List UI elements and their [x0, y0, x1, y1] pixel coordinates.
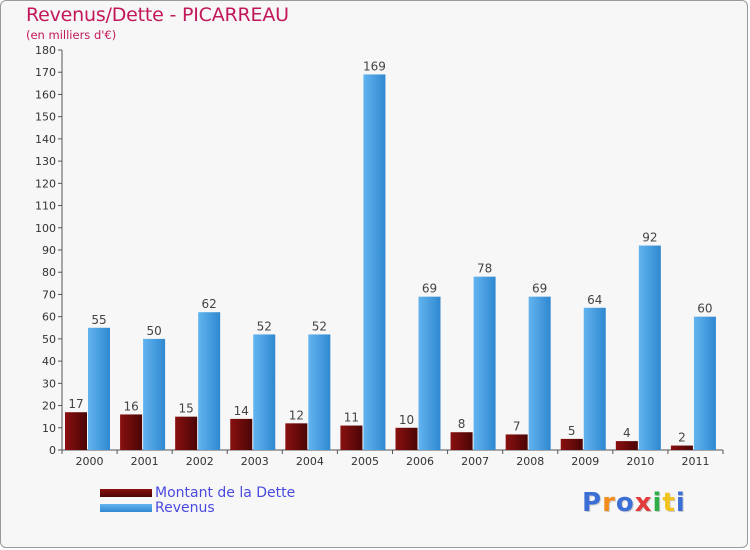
debt-data-label: 15	[179, 402, 194, 416]
debt-bar	[120, 414, 143, 450]
revenue-data-label: 52	[312, 319, 327, 333]
x-tick-label: 2006	[406, 455, 434, 468]
debt-data-label: 5	[568, 424, 576, 438]
y-tick-label: 120	[35, 177, 56, 190]
chart-subtitle: (en milliers d'€)	[26, 28, 117, 42]
debt-data-label: 11	[344, 411, 359, 425]
y-tick-label: 70	[42, 288, 56, 301]
legend-swatch-revenue	[100, 504, 152, 512]
debt-bar	[450, 432, 473, 450]
revenue-data-label: 169	[363, 59, 386, 73]
y-tick-label: 110	[35, 200, 56, 213]
debt-data-label: 16	[123, 399, 138, 413]
x-tick-label: 2002	[186, 455, 214, 468]
revenue-bar	[473, 276, 496, 450]
debt-bar	[560, 438, 583, 450]
x-tick-label: 2000	[76, 455, 104, 468]
debt-data-label: 2	[678, 431, 686, 445]
revenue-bar	[88, 327, 110, 450]
legend-swatch-debt	[100, 489, 152, 497]
revenue-bar	[528, 296, 551, 450]
debt-bar	[65, 412, 87, 450]
proxiti-logo: Proxiti	[582, 488, 686, 518]
debt-bar	[340, 425, 363, 450]
x-tick-label: 2008	[516, 455, 544, 468]
y-tick-label: 0	[49, 444, 56, 457]
legend-label-debt: Montant de la Dette	[155, 485, 296, 501]
y-tick-label: 140	[35, 133, 56, 146]
logo-letter: i	[652, 488, 663, 518]
x-tick-label: 2004	[296, 455, 324, 468]
logo-letter: P	[582, 488, 603, 518]
y-tick-label: 180	[35, 44, 56, 57]
x-tick-label: 2010	[626, 455, 654, 468]
revenue-data-label: 64	[587, 293, 602, 307]
revenue-data-label: 50	[146, 324, 161, 338]
logo-letter: o	[615, 488, 635, 518]
debt-data-label: 4	[623, 426, 631, 440]
debt-bar	[230, 418, 253, 450]
revenue-bar	[308, 334, 331, 450]
y-tick-label: 90	[42, 244, 56, 257]
logo-letter: r	[602, 488, 616, 518]
y-tick-label: 130	[35, 155, 56, 168]
y-tick-label: 60	[42, 311, 56, 324]
y-tick-label: 80	[42, 266, 56, 279]
debt-data-label: 12	[289, 408, 304, 422]
revenue-data-label: 69	[422, 282, 437, 296]
x-tick-label: 2005	[351, 455, 379, 468]
revenue-bar	[253, 334, 276, 450]
revenue-bar	[198, 312, 221, 450]
y-tick-label: 30	[42, 377, 56, 390]
revenue-bar	[363, 74, 386, 450]
logo-letter: t	[662, 488, 676, 518]
revenue-bar	[418, 296, 441, 450]
x-tick-label: 2009	[571, 455, 599, 468]
y-tick-label: 100	[35, 222, 56, 235]
revenue-data-label: 60	[697, 302, 712, 316]
y-tick-label: 50	[42, 333, 56, 346]
revenue-data-label: 52	[257, 319, 272, 333]
y-tick-label: 160	[35, 88, 56, 101]
x-tick-label: 2007	[461, 455, 489, 468]
chart-title: Revenus/Dette - PICARREAU	[26, 4, 289, 26]
y-tick-label: 10	[42, 422, 56, 435]
x-tick-label: 2001	[131, 455, 159, 468]
debt-data-label: 7	[513, 419, 521, 433]
debt-bar	[670, 445, 693, 450]
revenue-data-label: 92	[642, 231, 657, 245]
debt-bar	[505, 434, 528, 450]
revenue-bar	[143, 338, 166, 450]
revenue-data-label: 62	[202, 297, 217, 311]
debt-data-label: 14	[234, 404, 249, 418]
revenue-data-label: 78	[477, 262, 492, 276]
x-tick-label: 2003	[241, 455, 269, 468]
x-tick-label: 2011	[681, 455, 709, 468]
y-tick-label: 20	[42, 400, 56, 413]
debt-data-label: 8	[458, 417, 466, 431]
debt-data-label: 10	[399, 413, 414, 427]
logo-letter: i	[675, 488, 686, 518]
y-tick-label: 170	[35, 66, 56, 79]
debt-data-label: 17	[68, 397, 83, 411]
debt-bar	[615, 441, 638, 450]
y-tick-label: 40	[42, 355, 56, 368]
revenue-data-label: 69	[532, 282, 547, 296]
revenue-bar	[638, 245, 661, 450]
legend-label-revenue: Revenus	[155, 500, 215, 516]
revenue-bar	[693, 316, 716, 450]
revenue-bar	[583, 307, 606, 450]
debt-bar	[175, 416, 198, 450]
revenue-data-label: 55	[91, 313, 106, 327]
logo-letter: x	[634, 488, 653, 518]
debt-bar	[285, 423, 308, 450]
debt-bar	[395, 427, 418, 450]
y-tick-label: 150	[35, 111, 56, 124]
